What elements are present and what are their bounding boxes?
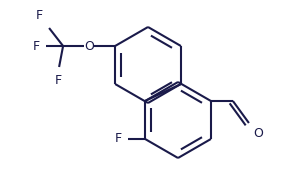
Text: F: F (33, 39, 40, 52)
Text: O: O (253, 127, 263, 140)
Text: F: F (115, 132, 122, 145)
Text: O: O (84, 39, 94, 52)
Text: F: F (36, 9, 43, 22)
Text: F: F (54, 74, 62, 87)
